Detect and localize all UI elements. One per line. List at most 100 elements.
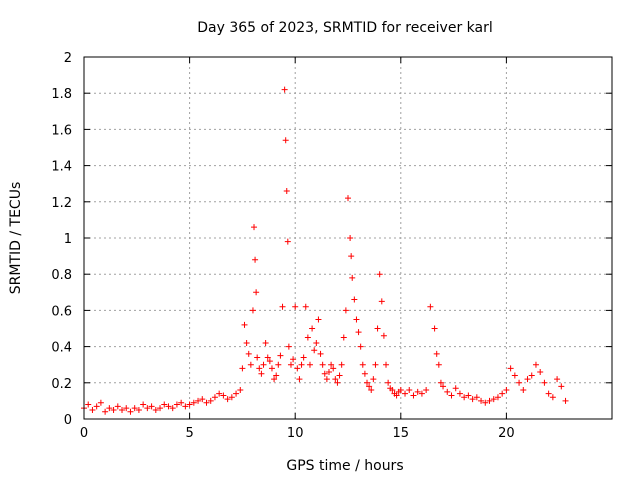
data-point [249, 307, 256, 314]
data-point [123, 405, 130, 412]
data-point [251, 224, 258, 231]
data-point [437, 379, 444, 386]
data-point [262, 339, 269, 346]
data-point [106, 405, 113, 412]
data-point [374, 325, 381, 332]
data-point [135, 406, 142, 413]
data-point [402, 390, 409, 397]
data-point [254, 354, 261, 361]
data-point [302, 303, 309, 310]
data-point [285, 343, 292, 350]
data-point [380, 332, 387, 339]
data-point [351, 296, 358, 303]
data-point [338, 361, 345, 368]
data-point [545, 390, 552, 397]
data-point [348, 253, 355, 260]
data-point [397, 387, 404, 394]
data-point [102, 408, 109, 415]
data-point [292, 303, 299, 310]
data-point [336, 372, 343, 379]
data-point [393, 392, 400, 399]
data-point [359, 361, 366, 368]
data-point [328, 361, 335, 368]
data-point [315, 316, 322, 323]
data-point [433, 350, 440, 357]
y-tick-label: 0.8 [51, 268, 72, 283]
data-point [203, 399, 210, 406]
data-point [516, 379, 523, 386]
data-point [161, 401, 168, 408]
data-point [190, 399, 197, 406]
data-point [294, 365, 301, 372]
data-point [243, 339, 250, 346]
data-point [264, 354, 271, 361]
data-point [89, 406, 96, 413]
data-point [247, 361, 254, 368]
data-point [313, 339, 320, 346]
data-point [366, 383, 373, 390]
data-point [273, 372, 280, 379]
data-point [452, 385, 459, 392]
data-point [195, 397, 202, 404]
data-point [296, 376, 303, 383]
data-point [237, 387, 244, 394]
data-point [357, 343, 364, 350]
data-point [478, 397, 485, 404]
data-point [325, 368, 332, 375]
data-point [165, 403, 172, 410]
data-point [300, 354, 307, 361]
data-point [311, 347, 318, 354]
data-point [368, 387, 375, 394]
data-point [364, 379, 371, 386]
data-point [494, 394, 501, 401]
data-point [169, 405, 176, 412]
data-point [211, 394, 218, 401]
data-point [97, 399, 104, 406]
data-point [287, 361, 294, 368]
data-point [271, 376, 278, 383]
data-point [258, 370, 265, 377]
data-point [131, 405, 138, 412]
data-point [334, 379, 341, 386]
data-point [182, 403, 189, 410]
data-point [332, 376, 339, 383]
data-point [275, 361, 282, 368]
x-tick-label: 15 [393, 426, 410, 441]
data-point [284, 238, 291, 245]
data-point [524, 376, 531, 383]
data-point [114, 403, 121, 410]
y-tick-label: 0.4 [51, 341, 72, 356]
y-tick-label: 1.8 [51, 87, 72, 102]
x-tick-label: 10 [287, 426, 304, 441]
data-point [532, 361, 539, 368]
data-point [383, 361, 390, 368]
data-point [562, 397, 569, 404]
data-point [440, 383, 447, 390]
axis-ticks: 0 5 10 15 20 0 0.2 0.4 0.6 0.8 1 1.2 1.4 1.6 1.8 2 [51, 51, 612, 441]
data-point [370, 376, 377, 383]
y-tick-label: 2 [64, 51, 72, 66]
data-point [549, 394, 556, 401]
data-point [372, 361, 379, 368]
data-point [186, 401, 193, 408]
data-point [554, 376, 561, 383]
data-point [178, 399, 185, 406]
data-point [144, 405, 151, 412]
data-point [323, 376, 330, 383]
y-tick-label: 0.2 [51, 377, 72, 392]
data-point [207, 397, 214, 404]
y-tick-label: 0.6 [51, 304, 72, 319]
data-point [406, 387, 413, 394]
data-point [266, 358, 273, 365]
data-point [309, 325, 316, 332]
data-point [528, 372, 535, 379]
data-points [81, 86, 569, 415]
y-tick-label: 1 [64, 232, 72, 247]
x-tick-label: 20 [498, 426, 515, 441]
chart-title: Day 365 of 2023, SRMTID for receiver kar… [197, 20, 493, 36]
data-point [558, 383, 565, 390]
data-point [465, 392, 472, 399]
data-point [431, 325, 438, 332]
